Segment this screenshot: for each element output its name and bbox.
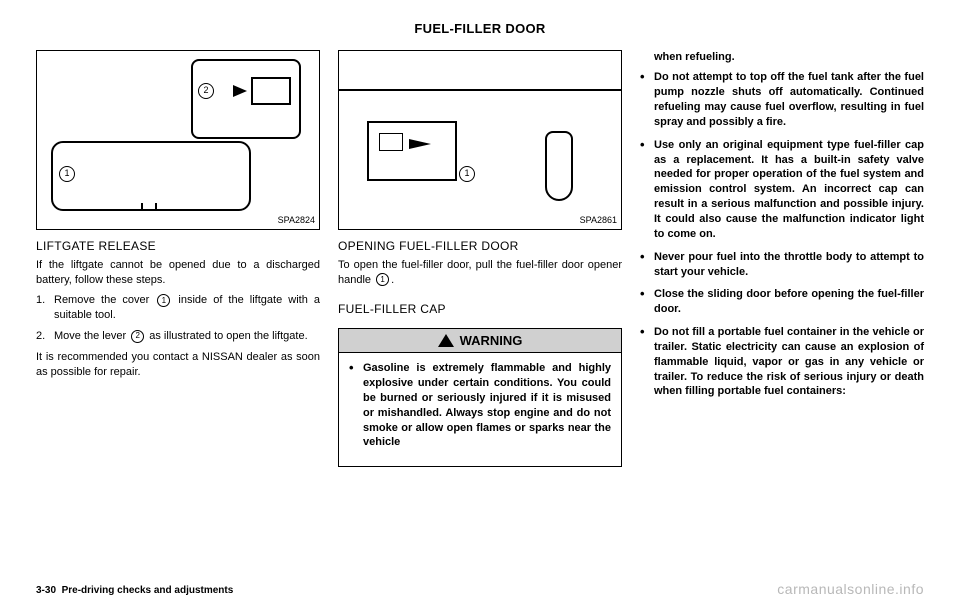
bullet-dot: • bbox=[640, 138, 654, 242]
page-footer: 3-30 Pre-driving checks and adjustments bbox=[36, 584, 233, 598]
col3-b3: •Never pour fuel into the throttle body … bbox=[640, 250, 924, 280]
col3-b1-text: Do not attempt to top off the fuel tank … bbox=[654, 70, 924, 129]
column-3: when refueling. •Do not attempt to top o… bbox=[640, 50, 924, 570]
bullet-dot: • bbox=[640, 287, 654, 317]
fig1-callout-1: 1 bbox=[59, 166, 75, 182]
page-title: FUEL-FILLER DOOR bbox=[36, 20, 924, 38]
step-2b: as illustrated to open the liftgate. bbox=[146, 330, 307, 342]
warning-label: WARNING bbox=[460, 332, 523, 350]
col3-b4: •Close the sliding door before opening t… bbox=[640, 287, 924, 317]
column-1: 1 2 SPA2824 LIFTGATE RELEASE If the lift… bbox=[36, 50, 320, 570]
step-2a: Move the lever bbox=[54, 330, 129, 342]
callout-2-inline: 2 bbox=[131, 330, 144, 343]
step-1-num: 1. bbox=[36, 293, 54, 323]
fig2-callout-1: 1 bbox=[459, 166, 475, 182]
warning-bullet-1: • Gasoline is extremely flammable and hi… bbox=[349, 361, 611, 450]
warning-triangle-icon bbox=[438, 334, 454, 347]
heading-opening-fuel-door: OPENING FUEL-FILLER DOOR bbox=[338, 238, 622, 254]
callout-1-inline: 1 bbox=[157, 294, 170, 307]
page-number: 3-30 bbox=[36, 585, 56, 596]
step-2-num: 2. bbox=[36, 329, 54, 344]
fig2-panel bbox=[367, 121, 457, 181]
step-2-text: Move the lever 2 as illustrated to open … bbox=[54, 329, 308, 344]
warning-body: • Gasoline is extremely flammable and hi… bbox=[339, 353, 621, 466]
step-1: 1. Remove the cover 1 inside of the lift… bbox=[36, 293, 320, 323]
heading-fuel-filler-cap: FUEL-FILLER CAP bbox=[338, 301, 622, 317]
watermark: carmanualsonline.info bbox=[777, 580, 924, 599]
fuel-door-text: To open the fuel-filler door, pull the f… bbox=[338, 258, 622, 288]
fuel-door-text-b: . bbox=[391, 274, 394, 286]
section-name: Pre-driving checks and adjustments bbox=[62, 585, 234, 596]
callout-1-inline-b: 1 bbox=[376, 273, 389, 286]
col3-b5: •Do not fill a portable fuel container i… bbox=[640, 325, 924, 399]
warning-box: WARNING • Gasoline is extremely flammabl… bbox=[338, 328, 622, 468]
col3-lead: when refueling. bbox=[640, 50, 924, 65]
figure-code-2: SPA2861 bbox=[580, 214, 617, 226]
liftgate-intro: If the liftgate cannot be opened due to … bbox=[36, 258, 320, 288]
content-columns: 1 2 SPA2824 LIFTGATE RELEASE If the lift… bbox=[36, 50, 924, 570]
column-2: 1 SPA2861 OPENING FUEL-FILLER DOOR To op… bbox=[338, 50, 622, 570]
fig2-dash-line bbox=[339, 51, 621, 91]
col3-b1: •Do not attempt to top off the fuel tank… bbox=[640, 70, 924, 129]
fig1-callout-2: 2 bbox=[198, 83, 214, 99]
warning-header: WARNING bbox=[339, 329, 621, 354]
bullet-dot: • bbox=[349, 361, 363, 450]
bullet-dot: • bbox=[640, 325, 654, 399]
fig2-fuel-icon bbox=[379, 133, 403, 151]
fig2-pedal bbox=[545, 131, 573, 201]
step-1a: Remove the cover bbox=[54, 294, 155, 306]
col3-b4-text: Close the sliding door before opening th… bbox=[654, 287, 924, 317]
step-2: 2. Move the lever 2 as illustrated to op… bbox=[36, 329, 320, 344]
fig1-notch bbox=[141, 203, 157, 211]
heading-liftgate-release: LIFTGATE RELEASE bbox=[36, 238, 320, 254]
liftgate-outro: It is recommended you contact a NISSAN d… bbox=[36, 350, 320, 380]
fig2-arrow-icon bbox=[409, 139, 431, 149]
fig1-arrow-icon bbox=[233, 85, 247, 97]
figure-liftgate: 1 2 SPA2824 bbox=[36, 50, 320, 230]
col3-b3-text: Never pour fuel into the throttle body t… bbox=[654, 250, 924, 280]
fig1-lever bbox=[251, 77, 291, 105]
col3-b5-text: Do not fill a portable fuel container in… bbox=[654, 325, 924, 399]
bullet-dot: • bbox=[640, 70, 654, 129]
figure-code-1: SPA2824 bbox=[278, 214, 315, 226]
figure-fuel-door: 1 SPA2861 bbox=[338, 50, 622, 230]
warning-bullet-1-text: Gasoline is extremely flammable and high… bbox=[363, 361, 611, 450]
liftgate-steps: 1. Remove the cover 1 inside of the lift… bbox=[36, 293, 320, 350]
col3-b2-text: Use only an original equipment type fuel… bbox=[654, 138, 924, 242]
step-1-text: Remove the cover 1 inside of the liftgat… bbox=[54, 293, 320, 323]
bullet-dot: • bbox=[640, 250, 654, 280]
fig1-rear-outline bbox=[51, 141, 251, 211]
col3-bullets: •Do not attempt to top off the fuel tank… bbox=[640, 70, 924, 407]
col3-b2: •Use only an original equipment type fue… bbox=[640, 138, 924, 242]
